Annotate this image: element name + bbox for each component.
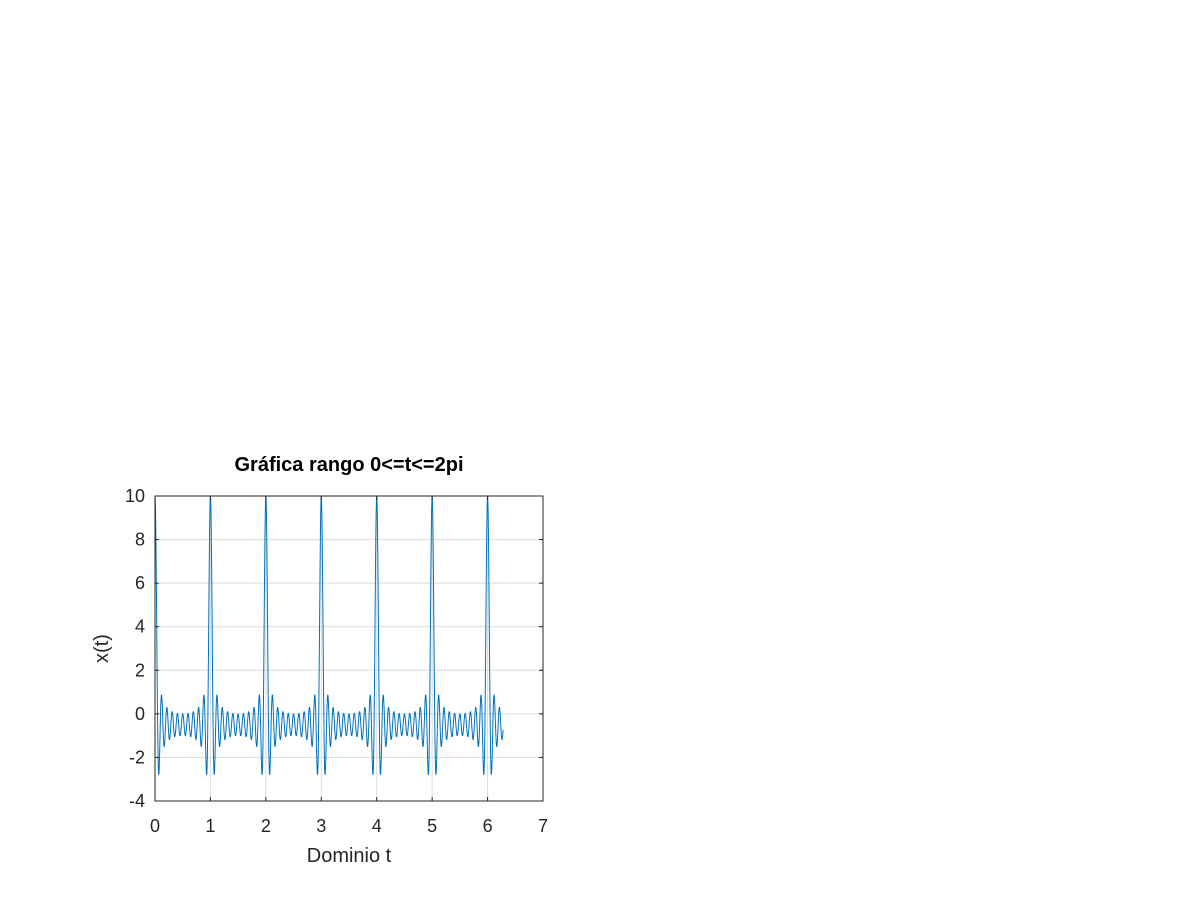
y-tick-label: -4 bbox=[129, 791, 145, 811]
y-tick-label: 4 bbox=[135, 617, 145, 637]
y-tick-label: 2 bbox=[135, 660, 145, 680]
chart-title: Gráfica rango 0<=t<=2pi bbox=[235, 454, 464, 476]
y-tick-label: 6 bbox=[135, 573, 145, 593]
x-axis-label: Dominio t bbox=[307, 845, 392, 867]
grid-lines bbox=[155, 496, 543, 801]
x-tick-labels: 0 1 2 3 4 5 6 7 bbox=[150, 816, 548, 836]
x-tick-label: 3 bbox=[316, 816, 326, 836]
series-layer bbox=[154, 495, 504, 775]
axes-box bbox=[154, 495, 544, 802]
x-tick-label: 6 bbox=[483, 816, 493, 836]
tick-marks bbox=[154, 495, 544, 802]
x-tick-label: 7 bbox=[538, 816, 548, 836]
y-tick-label: -2 bbox=[129, 747, 145, 767]
y-tick-label: 0 bbox=[135, 704, 145, 724]
y-tick-labels: -4 -2 0 2 4 6 8 10 bbox=[125, 486, 145, 811]
x-tick-label: 1 bbox=[205, 816, 215, 836]
x-tick-label: 4 bbox=[372, 816, 382, 836]
y-tick-label: 8 bbox=[135, 530, 145, 550]
x-tick-label: 0 bbox=[150, 816, 160, 836]
x-tick-label: 5 bbox=[427, 816, 437, 836]
y-tick-label: 10 bbox=[125, 486, 145, 506]
y-axis-label: x(t) bbox=[91, 634, 113, 663]
x-tick-label: 2 bbox=[261, 816, 271, 836]
series-line bbox=[154, 495, 504, 775]
